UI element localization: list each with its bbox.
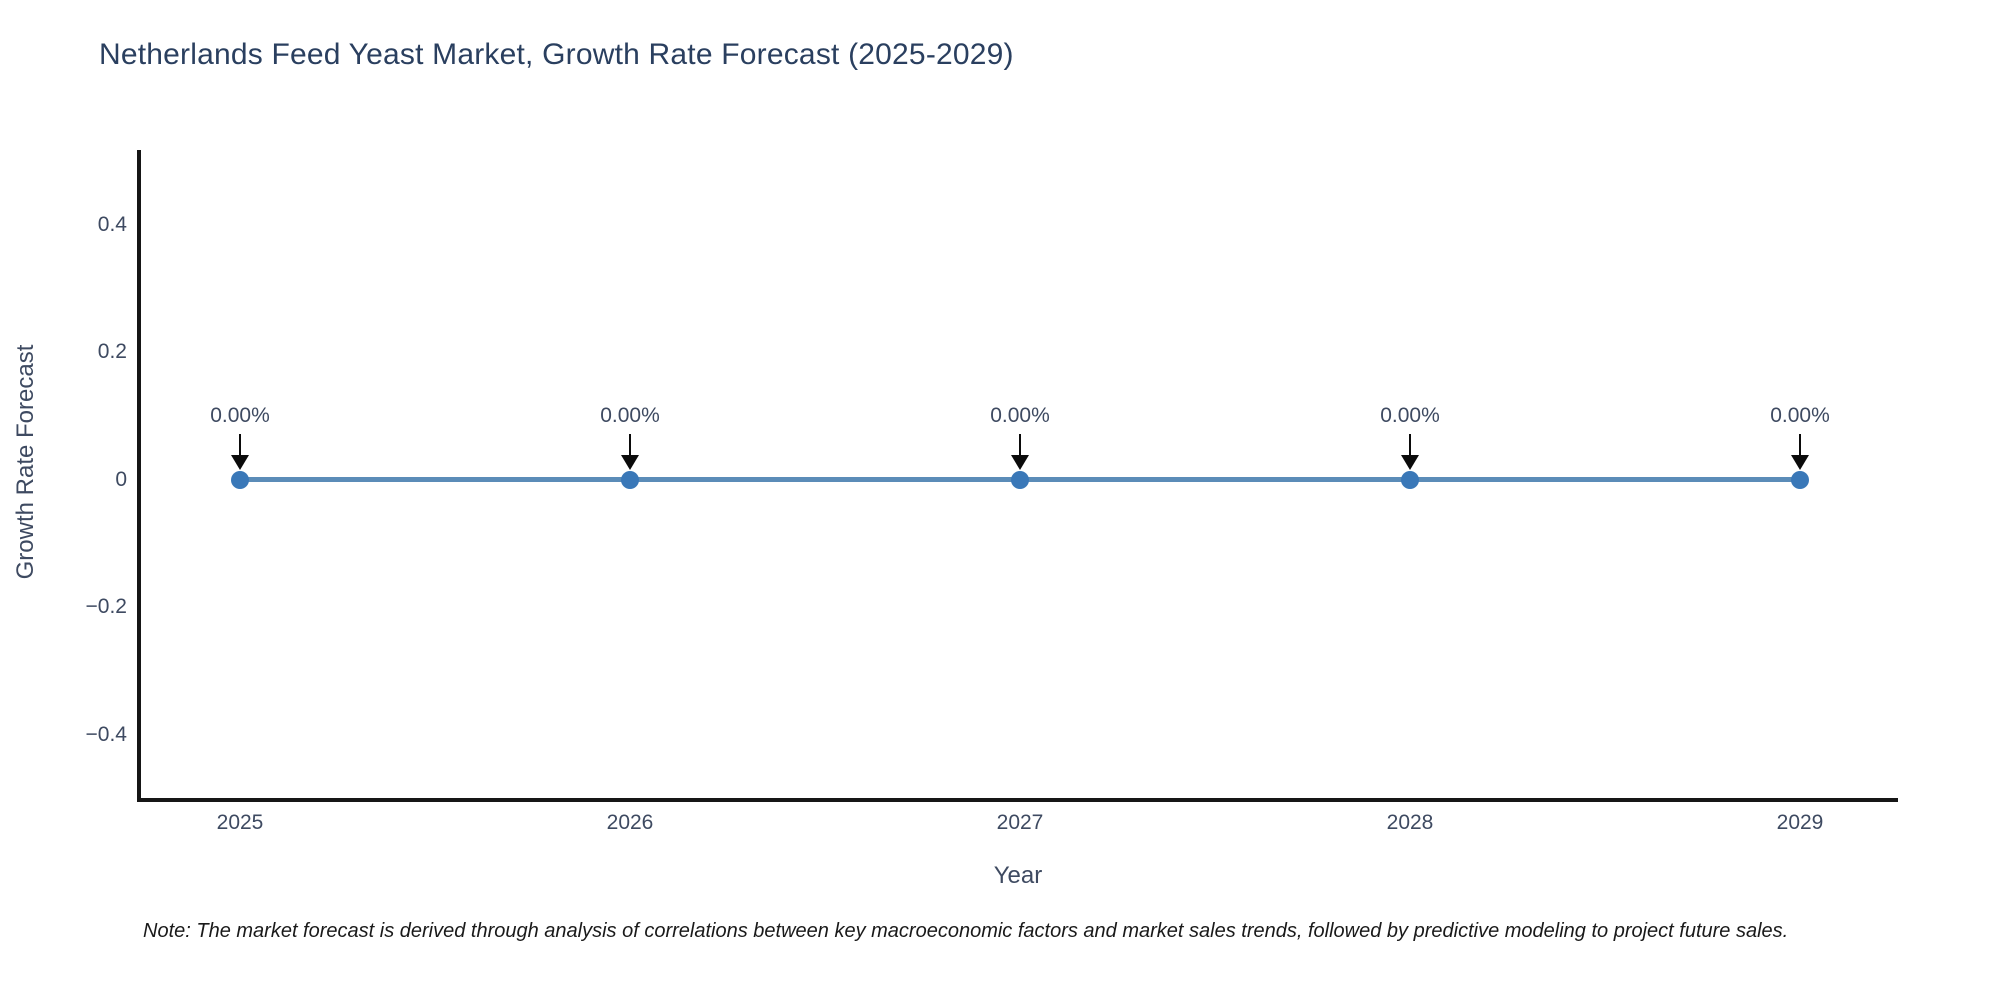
annotation-arrow-stem (1799, 434, 1801, 459)
chart-title: Netherlands Feed Yeast Market, Growth Ra… (99, 38, 1014, 71)
data-point-marker (621, 471, 639, 489)
annotation-arrowhead-icon (1791, 455, 1809, 470)
annotation-arrowhead-icon (1011, 455, 1029, 470)
data-point-marker (231, 471, 249, 489)
x-tick-label: 2028 (1386, 811, 1434, 834)
point-label: 0.00% (1380, 404, 1440, 427)
annotation-arrowhead-icon (231, 455, 249, 470)
annotation-arrow-stem (629, 434, 631, 459)
y-tick-label: 0 (115, 468, 127, 491)
annotation-arrowhead-icon (621, 455, 639, 470)
y-tick-label: −0.4 (85, 723, 127, 746)
data-point-marker (1791, 471, 1809, 489)
data-point-marker (1401, 471, 1419, 489)
y-axis-line (137, 150, 141, 802)
annotation-arrow-stem (1409, 434, 1411, 459)
y-tick-label: 0.4 (97, 213, 127, 236)
annotation-arrowhead-icon (1401, 455, 1419, 470)
x-axis-title: Year (993, 862, 1043, 889)
point-label: 0.00% (600, 404, 660, 427)
y-axis-title: Growth Rate Forecast (12, 344, 39, 580)
annotation-arrow-stem (239, 434, 241, 459)
x-tick-label: 2025 (216, 811, 264, 834)
data-point-marker (1011, 471, 1029, 489)
x-tick-label: 2026 (606, 811, 654, 834)
point-label: 0.00% (210, 404, 270, 427)
annotation-arrow-stem (1019, 434, 1021, 459)
y-tick-label: 0.2 (97, 340, 127, 363)
point-label: 0.00% (1770, 404, 1830, 427)
point-label: 0.00% (990, 404, 1050, 427)
y-tick-label: −0.2 (85, 595, 127, 618)
note-text: Note: The market forecast is derived thr… (143, 920, 1789, 942)
x-tick-label: 2029 (1776, 811, 1824, 834)
x-axis-line (137, 798, 1898, 802)
x-tick-label: 2027 (996, 811, 1044, 834)
